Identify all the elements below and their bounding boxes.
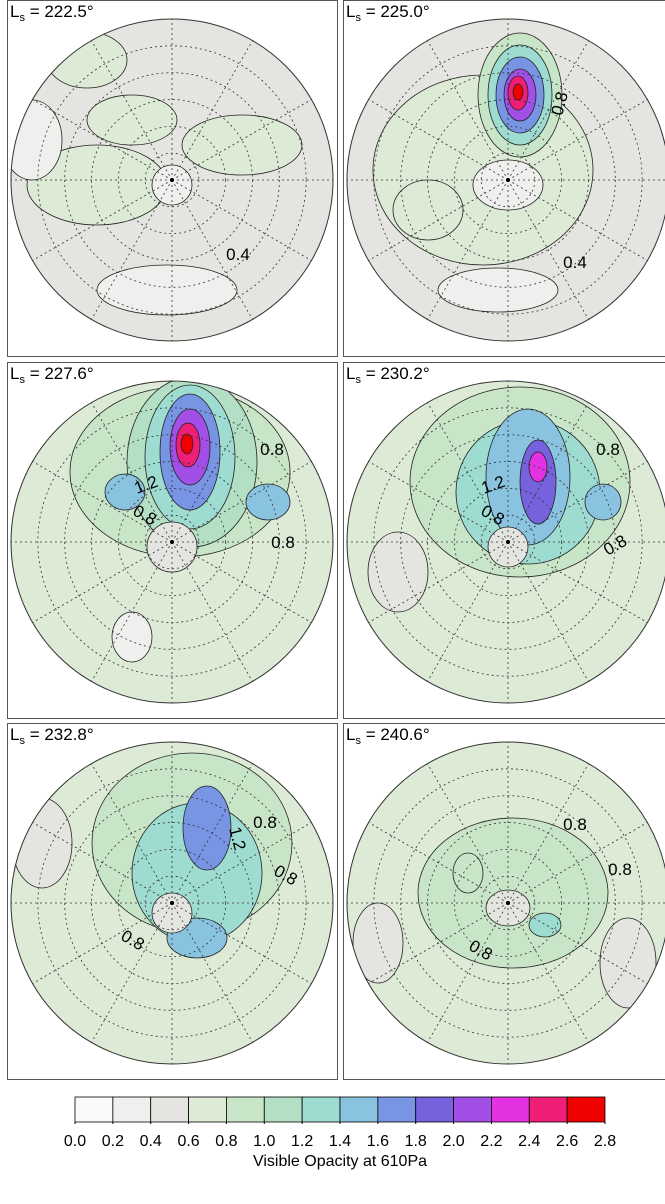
contour-label: 0.4 (226, 245, 250, 264)
colorbar-label: Visible Opacity at 610Pa (253, 1153, 427, 1170)
panel: 0.4Ls = 222.5° (2, 1, 338, 357)
colorbar-tick-label: 2.4 (518, 1133, 540, 1150)
title-symbol: L (346, 364, 355, 383)
colorbar-box (340, 1097, 378, 1122)
title-text: = 227.6° (25, 364, 94, 383)
colorbar-box (264, 1097, 302, 1122)
colorbar-tick-label: 1.0 (253, 1133, 275, 1150)
field-region (513, 84, 523, 100)
field-region (529, 452, 547, 482)
colorbar-tick-label: 2.2 (480, 1133, 502, 1150)
field-region (393, 180, 463, 240)
panel: 0.81.20.80.8Ls = 230.2° (343, 363, 665, 719)
colorbar-box (529, 1097, 567, 1122)
title-text: = 225.0° (361, 2, 430, 21)
field-region (585, 484, 621, 520)
field-region (438, 268, 558, 312)
colorbar-tick-label: 2.0 (442, 1133, 464, 1150)
colorbar-box (302, 1097, 340, 1122)
contour-label: 0.8 (271, 533, 295, 552)
pole (170, 178, 174, 182)
title-text: = 222.5° (25, 2, 94, 21)
title-symbol: L (10, 364, 19, 383)
pole (506, 178, 510, 182)
colorbar-tick-label: 1.4 (329, 1133, 351, 1150)
colorbar-tick-label: 0.0 (64, 1133, 86, 1150)
pole (506, 901, 510, 905)
colorbar-tick-label: 2.8 (594, 1133, 616, 1150)
field-region (112, 612, 152, 662)
colorbar-box (378, 1097, 416, 1122)
field-region (453, 853, 483, 893)
colorbar-box (113, 1097, 151, 1122)
field-region (183, 786, 231, 870)
colorbar-box (189, 1097, 227, 1122)
contour-label: 0.8 (253, 813, 277, 832)
field-region (182, 115, 302, 175)
pole (170, 540, 174, 544)
field-region (529, 913, 561, 937)
field-region (87, 95, 177, 145)
title-text: = 240.6° (361, 725, 430, 744)
colorbar-tick-label: 2.6 (556, 1133, 578, 1150)
title-text: = 232.8° (25, 725, 94, 744)
panel: 1.20.80.80.8Ls = 232.8° (7, 724, 338, 1080)
colorbar-box (454, 1097, 492, 1122)
colorbar-tick-label: 0.2 (102, 1133, 124, 1150)
contour-label: 0.8 (260, 440, 284, 459)
title-symbol: L (10, 725, 19, 744)
contour-label: 0.8 (608, 860, 632, 879)
panel: 0.80.4Ls = 225.0° (343, 1, 665, 357)
colorbar-box (416, 1097, 454, 1122)
colorbar-tick-label: 0.4 (140, 1133, 162, 1150)
colorbar-box (567, 1097, 605, 1122)
title-text: = 230.2° (361, 364, 430, 383)
pole (506, 540, 510, 544)
title-symbol: L (346, 725, 355, 744)
colorbar-tick-label: 1.2 (291, 1133, 313, 1150)
title-symbol: L (10, 2, 19, 21)
colorbar-tick-label: 0.8 (215, 1133, 237, 1150)
contour-label: 0.4 (563, 253, 587, 272)
colorbar-tick-label: 0.6 (177, 1133, 199, 1150)
field-region (246, 484, 290, 520)
colorbar-box (226, 1097, 264, 1122)
colorbar-tick-label: 1.8 (405, 1133, 427, 1150)
title-symbol: L (346, 2, 355, 21)
colorbar-box (75, 1097, 113, 1122)
colorbar-tick-label: 1.6 (367, 1133, 389, 1150)
figure: 0.4Ls = 222.5°0.80.4Ls = 225.0°0.81.20.8… (0, 0, 665, 1204)
pole (170, 901, 174, 905)
colorbar-box (491, 1097, 529, 1122)
contour-label: 0.8 (563, 815, 587, 834)
panel: 0.81.20.80.8Ls = 227.6° (7, 363, 338, 719)
panel: 0.80.80.8Ls = 240.6° (343, 724, 665, 1080)
contour-label: 0.8 (596, 440, 620, 459)
field-region (181, 434, 193, 454)
page: {"chart_data": [ {"type": "contour", "ti… (0, 0, 665, 1204)
colorbar-box (151, 1097, 189, 1122)
